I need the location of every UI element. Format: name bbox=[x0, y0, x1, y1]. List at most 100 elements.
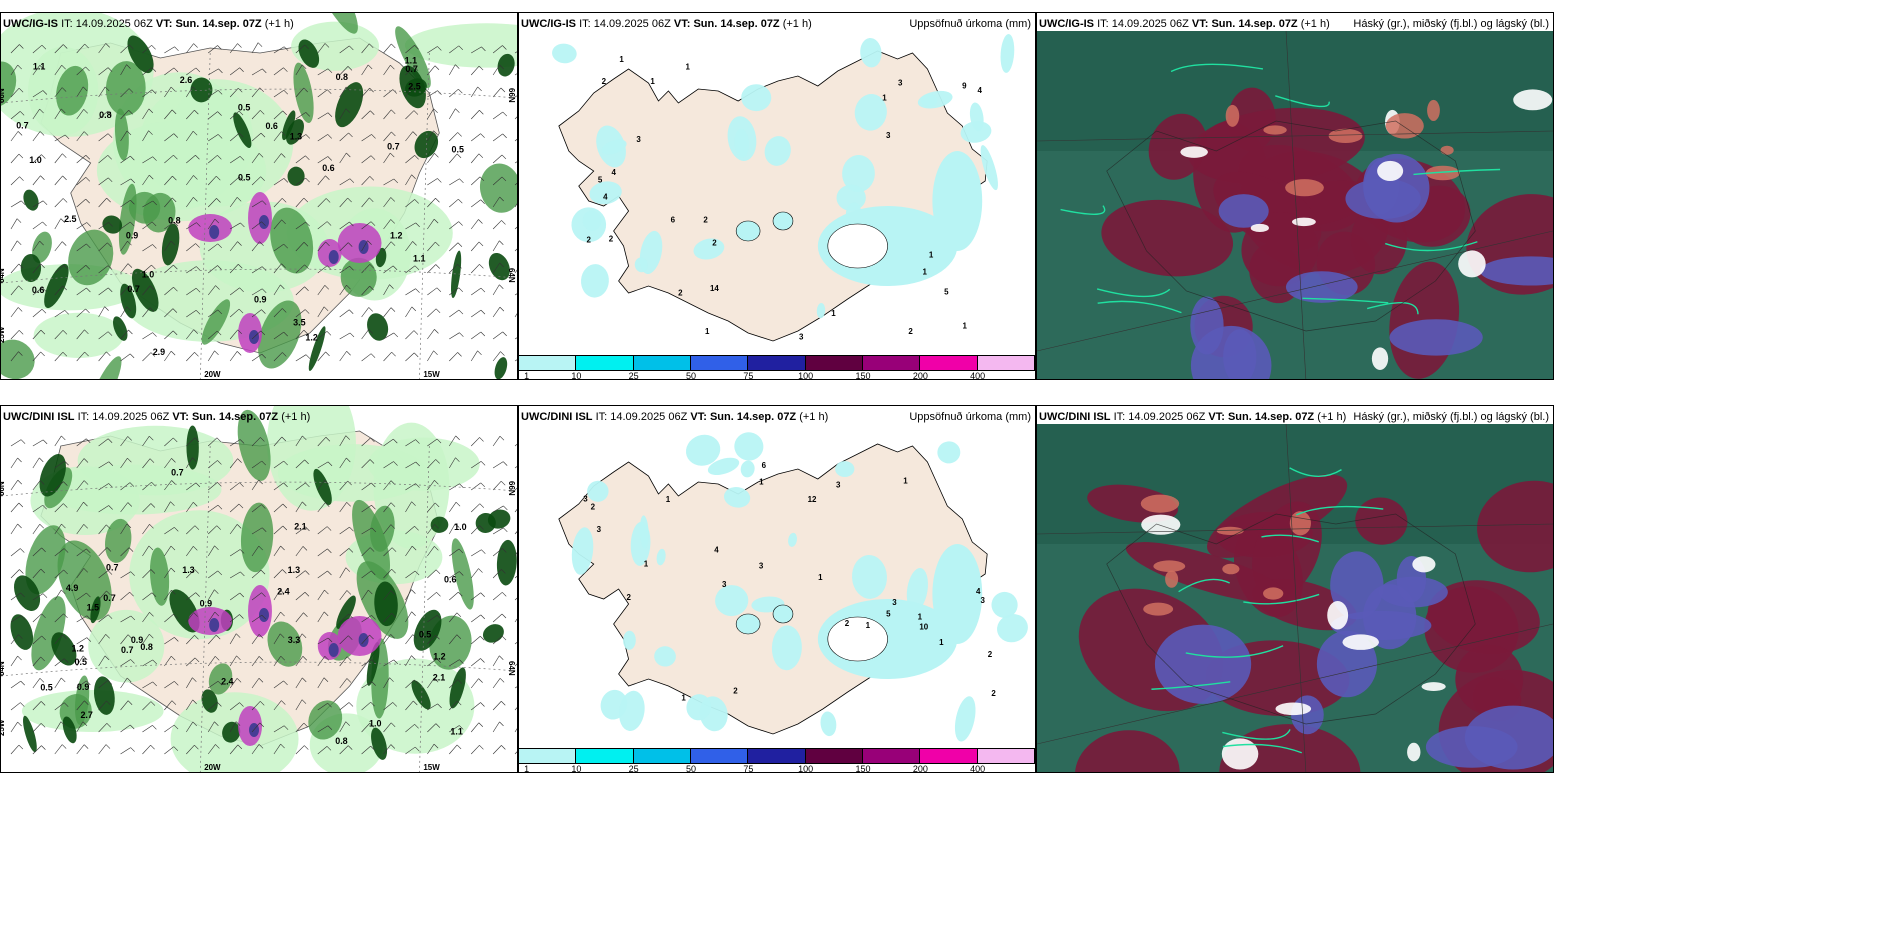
wind-barb bbox=[295, 134, 311, 142]
wind-barb bbox=[120, 64, 131, 76]
wind-barb bbox=[251, 68, 267, 76]
wind-barb bbox=[405, 265, 420, 274]
wind-area-max bbox=[358, 633, 369, 647]
wind-value-label: 0.9 bbox=[200, 599, 212, 609]
wind-barb bbox=[317, 677, 329, 689]
precip-value-label: 3 bbox=[981, 596, 986, 605]
wind-barb bbox=[361, 701, 375, 711]
panel-header: UWC/DINI ISL IT: 14.09.2025 06Z VT: Sun.… bbox=[521, 411, 828, 423]
wind-barb bbox=[339, 526, 354, 535]
wind-barb bbox=[229, 264, 243, 274]
wind-barb bbox=[251, 288, 267, 296]
wind-barb bbox=[317, 656, 330, 667]
wind-barb bbox=[295, 546, 308, 557]
wind-barb bbox=[186, 744, 199, 755]
wind-barb bbox=[339, 567, 351, 579]
precip-value-label: 14 bbox=[710, 284, 719, 293]
wind-barb bbox=[208, 134, 223, 142]
wind-barb bbox=[54, 351, 68, 362]
wind-value-label: 0.9 bbox=[77, 682, 89, 692]
wind-barb bbox=[186, 677, 197, 689]
wind-barb bbox=[492, 635, 507, 645]
wind-barb bbox=[273, 243, 288, 252]
wind-barb bbox=[492, 592, 507, 601]
wind-area-light bbox=[33, 312, 124, 358]
wind-barb bbox=[427, 153, 439, 164]
wind-barb bbox=[164, 437, 178, 447]
precip-area bbox=[771, 625, 802, 671]
cloud-contour bbox=[1275, 95, 1330, 108]
wind-barb bbox=[10, 200, 26, 208]
wind-barb bbox=[186, 197, 198, 208]
wind-barb bbox=[427, 658, 442, 667]
wind-barb bbox=[492, 569, 506, 579]
wind-barb bbox=[251, 266, 267, 274]
wind-barb bbox=[339, 678, 352, 689]
wind-barb bbox=[427, 635, 440, 645]
wind-barb bbox=[361, 615, 376, 623]
precip-area bbox=[851, 555, 887, 599]
wind-barb bbox=[76, 480, 89, 491]
wind-barb bbox=[405, 86, 416, 98]
wind-barb bbox=[98, 133, 113, 142]
it-value: 14.09.2025 06Z bbox=[92, 411, 170, 423]
wind-barb bbox=[492, 480, 506, 491]
wind-barb bbox=[383, 590, 396, 601]
wind-barb bbox=[427, 438, 442, 447]
wind-barb bbox=[186, 635, 199, 645]
wind-barb bbox=[470, 110, 484, 120]
wind-barb bbox=[405, 352, 419, 362]
wind-barb bbox=[383, 219, 395, 230]
cloud-contour bbox=[1289, 467, 1342, 477]
wind-value-label: 1.2 bbox=[71, 644, 83, 654]
wind-barb bbox=[207, 285, 220, 296]
wind-barb bbox=[54, 108, 66, 120]
wind-barb bbox=[361, 176, 375, 186]
wind-value-label: 3.5 bbox=[293, 317, 305, 327]
wind-barb bbox=[449, 435, 460, 447]
wind-barb bbox=[186, 329, 198, 340]
wind-barb bbox=[405, 45, 419, 54]
wind-barb bbox=[405, 746, 420, 755]
wind-barb bbox=[383, 461, 398, 469]
wind-barb bbox=[514, 509, 517, 513]
wind-barb bbox=[251, 656, 264, 667]
wind-barb bbox=[98, 483, 113, 491]
wind-barb bbox=[98, 111, 112, 120]
colorbar-swatch bbox=[576, 356, 634, 370]
wind-barb bbox=[514, 531, 517, 535]
panel-header: UWC/DINI ISL IT: 14.09.2025 06Z VT: Sun.… bbox=[3, 411, 310, 423]
wind-barb bbox=[492, 284, 504, 296]
wind-barb bbox=[120, 677, 132, 689]
wind-barb bbox=[120, 241, 132, 252]
wind-barb bbox=[514, 182, 517, 186]
precip-value-label: 1 bbox=[929, 251, 934, 260]
wind-barb bbox=[32, 656, 45, 667]
wind-barb bbox=[229, 614, 244, 623]
wind-barb bbox=[76, 287, 91, 296]
precip-area bbox=[991, 591, 1018, 618]
wind-barb bbox=[471, 287, 486, 296]
wind-barb bbox=[514, 466, 517, 469]
wind-barb bbox=[492, 154, 507, 164]
wind-barb bbox=[54, 64, 66, 76]
precip-value-label: 1 bbox=[759, 477, 764, 486]
wind-barb bbox=[427, 287, 442, 296]
wind-barb bbox=[186, 175, 198, 186]
colorbar-ticks: 1 10 25 50 75 100 150 200 400 bbox=[519, 371, 1035, 380]
wind-barb bbox=[317, 112, 333, 120]
wind-value-label: 0.7 bbox=[387, 141, 399, 151]
wind-barb bbox=[251, 153, 264, 164]
wind-barb bbox=[142, 659, 157, 667]
wind-barb bbox=[229, 110, 244, 120]
wind-barb bbox=[10, 721, 22, 733]
wind-barb bbox=[449, 634, 462, 645]
colorbar-tick-label: 75 bbox=[743, 371, 754, 380]
wind-barb bbox=[251, 437, 265, 447]
wind-barb bbox=[164, 567, 176, 579]
wind-area-dark bbox=[497, 53, 515, 77]
cloud-area-clear bbox=[1327, 600, 1349, 630]
wind-value-label: 0.5 bbox=[452, 144, 464, 154]
vt-label: VT: bbox=[673, 18, 691, 30]
wind-area-dark bbox=[451, 250, 462, 299]
